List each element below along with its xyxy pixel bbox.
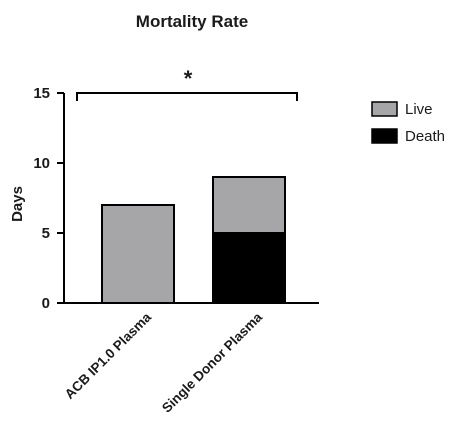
legend-swatch-death bbox=[371, 128, 398, 144]
chart-title: Mortality Rate bbox=[136, 12, 248, 31]
bar-death-1 bbox=[212, 232, 286, 304]
x-category-label: Single Donor Plasma bbox=[159, 309, 265, 415]
y-tick-label: 5 bbox=[42, 225, 50, 242]
x-axis-categories: ACB IP1.0 Plasma Single Donor Plasma bbox=[62, 309, 266, 415]
legend: Live Death bbox=[371, 101, 445, 145]
y-tick-label: 15 bbox=[33, 85, 50, 102]
bar-live-0 bbox=[101, 204, 175, 304]
significance-bracket-line bbox=[76, 92, 298, 101]
legend-label-live: Live bbox=[405, 101, 433, 118]
bar-live-1 bbox=[212, 176, 286, 234]
legend-swatch-live bbox=[371, 101, 398, 117]
y-tick-label: 0 bbox=[42, 295, 50, 312]
legend-label-death: Death bbox=[405, 128, 445, 145]
y-axis-label: Days bbox=[9, 186, 26, 222]
bars bbox=[101, 176, 286, 304]
y-axis-ticks: 0 5 10 15 bbox=[33, 85, 64, 312]
x-category-label: ACB IP1.0 Plasma bbox=[62, 309, 155, 402]
significance-star: * bbox=[184, 66, 193, 91]
y-tick-label: 10 bbox=[33, 155, 50, 172]
significance-bracket: * bbox=[76, 66, 298, 101]
